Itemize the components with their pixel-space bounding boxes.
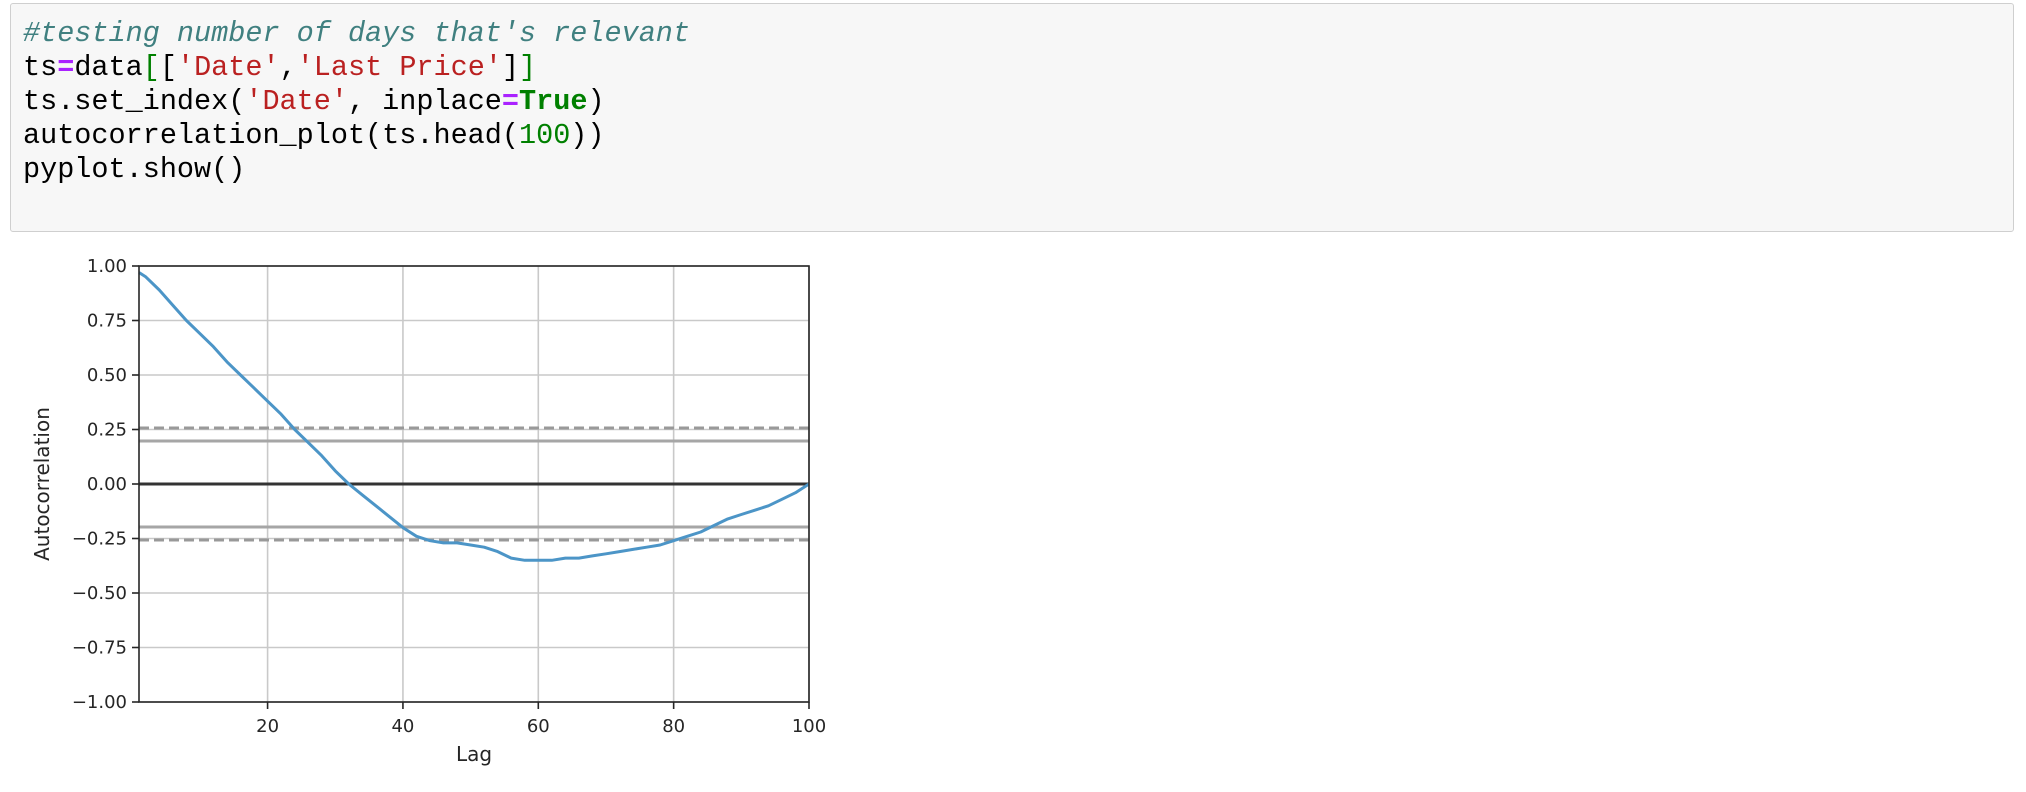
code-token: ] (519, 51, 537, 84)
x-tick-label: 20 (256, 716, 279, 737)
code-line: autocorrelation_plot(ts.head(100)) (23, 119, 2013, 153)
code-token: [ (142, 51, 160, 84)
x-tick-label: 80 (662, 716, 685, 737)
code-token: , (279, 51, 297, 84)
code-token: [ (159, 51, 177, 84)
code-token: 'Date' (176, 51, 280, 84)
code-token: = (501, 85, 520, 118)
code-line: #testing number of days that's relevant (23, 17, 2013, 51)
y-tick-label: 0.75 (87, 311, 127, 332)
autocorrelation-chart: 20 40 60 80 100 1.00 0.75 0.50 0.25 0.00 −0.25 −0.5… (30, 256, 826, 766)
code-token: autocorrelation_plot(ts.head( (23, 119, 519, 152)
series-layer (138, 271, 810, 562)
x-tick-label: 100 (792, 716, 826, 737)
code-line: ts.set_index('Date', inplace=True) (23, 85, 2013, 119)
y-axis-label: Autocorrelation (30, 407, 54, 561)
y-tick-label: −0.25 (72, 529, 127, 550)
code-line: ts=data[['Date','Last Price']] (23, 51, 2013, 85)
code-token: )) (570, 119, 605, 152)
y-tick-label: −0.75 (72, 638, 127, 659)
x-tick-label: 40 (391, 716, 414, 737)
ticks-layer: 20 40 60 80 100 1.00 0.75 0.50 0.25 0.00 −0.25 −0.5… (72, 256, 826, 737)
output-area: 20 40 60 80 100 1.00 0.75 0.50 0.25 0.00 −0.25 −0.5… (20, 250, 850, 780)
code-token: ts.set_index( (23, 85, 246, 118)
y-tick-label: 0.00 (87, 474, 127, 495)
code-token: data (74, 51, 143, 84)
x-axis-label: Lag (456, 742, 492, 766)
code-token: 'Date' (245, 85, 348, 118)
y-tick-label: 1.00 (87, 256, 127, 277)
code-token: = (57, 51, 75, 84)
y-tick-label: −0.50 (72, 583, 127, 604)
code-token: 100 (518, 119, 571, 152)
code-line: pyplot.show() (23, 153, 2013, 187)
autocorrelation-series-line (138, 271, 810, 562)
x-tick-label: 60 (527, 716, 550, 737)
reference-lines (139, 426, 809, 542)
y-tick-label: −1.00 (72, 692, 127, 713)
code-token: ] (501, 51, 520, 84)
y-tick-label: 0.25 (87, 420, 127, 441)
code-token: ts (23, 51, 58, 84)
code-token: , inplace (347, 85, 502, 118)
code-token: ) (587, 85, 605, 118)
code-cell[interactable]: #testing number of days that's relevant t… (10, 3, 2014, 232)
y-tick-label: 0.50 (87, 365, 127, 386)
code-token: #testing number of days that's relevant (23, 17, 691, 50)
code-editor[interactable]: #testing number of days that's relevant t… (11, 4, 2013, 187)
code-token: 'Last Price' (296, 51, 502, 84)
code-token: pyplot.show() (23, 153, 246, 186)
code-token: True (519, 85, 588, 118)
